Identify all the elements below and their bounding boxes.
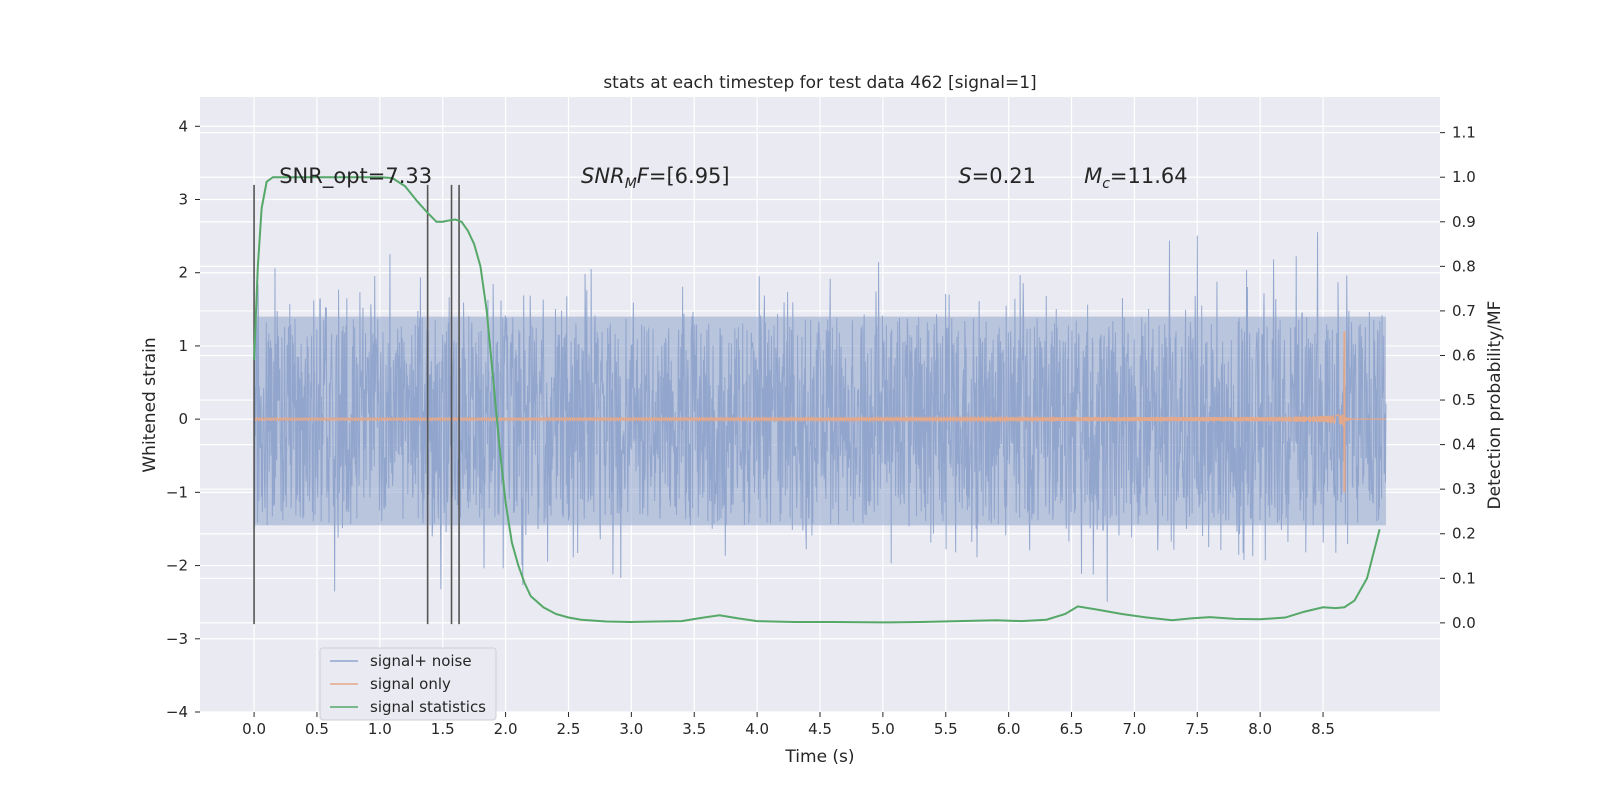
x-axis-label: Time (s): [784, 747, 854, 767]
y2-tick-label: 0.9: [1452, 213, 1476, 231]
annotation-2: S=0.21: [958, 164, 1036, 188]
y-tick-label: 3: [178, 191, 188, 209]
chart-title: stats at each timestep for test data 462…: [603, 73, 1036, 93]
stats-line: [253, 176, 1381, 624]
y2-tick-label: 0.6: [1452, 346, 1476, 364]
x-tick-label: 0.5: [305, 720, 329, 738]
y2-tick-label: 0.4: [1452, 436, 1476, 454]
y2-tick-label: 0.5: [1452, 391, 1476, 409]
y2-tick-label: 0.0: [1452, 614, 1476, 632]
x-tick-label: 8.5: [1311, 720, 1335, 738]
x-tick-label: 4.5: [808, 720, 832, 738]
legend: signal+ noise signal only signal statist…: [319, 647, 497, 721]
axis-ticks: 0.0 0.5 1.0 1.5 2.0 2.5 3.0 3.5 4.0 4.5 5.0 5.5 6.0 6…: [166, 117, 1476, 738]
y-tick-label: −3: [166, 630, 188, 648]
y2-tick-label: 0.8: [1452, 257, 1476, 275]
y-tick-label: 0: [178, 410, 188, 428]
x-tick-label: 5.5: [934, 720, 958, 738]
y-tick-label: 1: [178, 337, 188, 355]
legend-label-stats: signal statistics: [370, 698, 486, 716]
y2-tick-label: 0.1: [1452, 569, 1476, 587]
vertical-markers: [253, 184, 460, 625]
x-tick-label: 4.0: [745, 720, 769, 738]
y-tick-label: −2: [166, 557, 188, 575]
x-tick-label: 6.0: [997, 720, 1021, 738]
x-tick-label: 1.5: [431, 720, 455, 738]
signal-line: [253, 414, 1386, 429]
x-tick-label: 1.0: [368, 720, 392, 738]
x-tick-label: 0.0: [242, 720, 266, 738]
x-tick-label: 5.0: [871, 720, 895, 738]
y2-tick-label: 1.0: [1452, 168, 1476, 186]
x-tick-label: 8.0: [1248, 720, 1272, 738]
series-signal-statistics: [253, 176, 1381, 624]
legend-box: [319, 647, 497, 721]
x-tick-label: 7.0: [1122, 720, 1146, 738]
y-tick-label: 4: [178, 117, 188, 135]
y2-tick-label: 0.2: [1452, 525, 1476, 543]
x-tick-label: 2.0: [494, 720, 518, 738]
y2-tick-label: 0.7: [1452, 302, 1476, 320]
y-tick-label: −4: [166, 703, 188, 721]
y2-tick-label: 0.3: [1452, 480, 1476, 498]
x-tick-label: 2.5: [557, 720, 581, 738]
y-tick-label: −1: [166, 483, 188, 501]
x-tick-label: 3.0: [619, 720, 643, 738]
y-tick-label: 2: [178, 264, 188, 282]
y-axis-label: Whitened strain: [140, 337, 160, 472]
y2-axis-label: Detection probability/MF: [1485, 301, 1505, 510]
x-tick-label: 3.5: [682, 720, 706, 738]
y2-tick-label: 1.1: [1452, 124, 1476, 142]
legend-label-signal: signal only: [370, 675, 451, 693]
legend-label-noise: signal+ noise: [370, 652, 472, 670]
annotation-0: SNR_opt=7.33: [279, 164, 432, 189]
annotation-1: SNRMF=[6.95]: [581, 164, 730, 192]
annotations: SNR_opt=7.33 SNRMF=[6.95] S=0.21 Mc=11.64: [279, 164, 1187, 192]
x-tick-label: 7.5: [1185, 720, 1209, 738]
annotation-3: Mc=11.64: [1084, 164, 1188, 192]
x-tick-label: 6.5: [1060, 720, 1084, 738]
series-signal-only: [253, 331, 1386, 493]
